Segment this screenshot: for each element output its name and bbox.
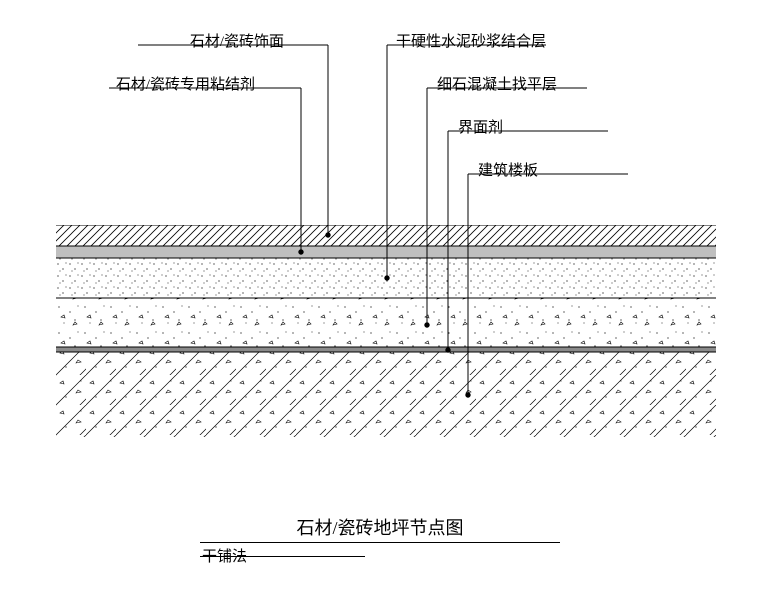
label-concrete-leveling: 细石混凝土找平层 (437, 73, 557, 94)
label-floor-slab: 建筑楼板 (478, 159, 538, 180)
label-interface-agent: 界面剂 (458, 116, 503, 137)
cross-section-diagram (56, 225, 716, 437)
diagram-title: 石材/瓷砖地坪节点图 (200, 510, 560, 542)
label-mortar-bonding: 干硬性水泥砂浆结合层 (396, 30, 546, 51)
section-svg (56, 225, 716, 437)
title-block: 石材/瓷砖地坪节点图 干铺法 (200, 510, 560, 566)
label-tile-facing: 石材/瓷砖饰面 (190, 30, 284, 51)
label-tile-adhesive: 石材/瓷砖专用粘结剂 (116, 73, 255, 94)
diagram-subtitle: 干铺法 (200, 543, 365, 566)
subtitle-underline (200, 556, 365, 557)
